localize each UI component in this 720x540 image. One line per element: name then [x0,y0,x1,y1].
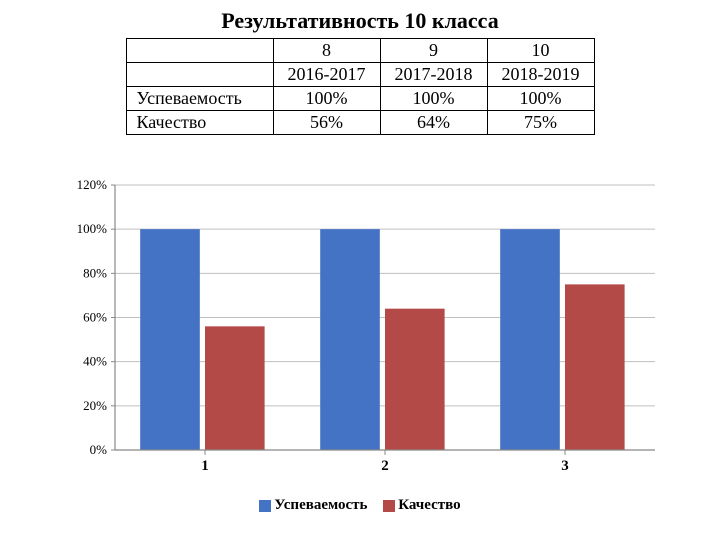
table-cell-blank [126,63,273,87]
svg-text:3: 3 [561,458,569,474]
table-col-year: 2016-2017 [273,63,380,87]
legend-swatch [259,500,271,512]
data-table: 8 9 10 2016-2017 2017-2018 2018-2019 Усп… [126,38,595,135]
table-row-label: Успеваемость [126,87,273,111]
svg-text:60%: 60% [83,310,107,325]
legend-label: Качество [398,497,460,513]
page-title: Результативность 10 класса [0,0,720,38]
svg-text:120%: 120% [77,180,108,192]
table-cell: 100% [487,87,594,111]
table-col-number: 10 [487,39,594,63]
svg-text:0%: 0% [90,442,108,457]
table-col-year: 2017-2018 [380,63,487,87]
table-cell: 56% [273,111,380,135]
legend-swatch [383,500,395,512]
svg-text:1: 1 [201,458,209,474]
svg-text:40%: 40% [83,354,107,369]
table-cell-blank [126,39,273,63]
table-row: 8 9 10 [126,39,594,63]
table-cell: 75% [487,111,594,135]
bar-chart: 0% 20% 40% 60% 80% 100% 120% 1 2 3 Успеваемость К… [60,180,660,520]
table-col-year: 2018-2019 [487,63,594,87]
table-col-number: 9 [380,39,487,63]
legend-item: Успеваемость [259,497,367,514]
page: Результативность 10 класса 8 9 10 2016-2… [0,0,720,540]
table-row: Успеваемость 100% 100% 100% [126,87,594,111]
table-col-number: 8 [273,39,380,63]
table-cell: 100% [273,87,380,111]
chart-legend: Успеваемость Качество [60,497,660,514]
svg-text:2: 2 [381,458,389,474]
table-row-label: Качество [126,111,273,135]
svg-text:100%: 100% [77,221,108,236]
table-row: 2016-2017 2017-2018 2018-2019 [126,63,594,87]
svg-text:80%: 80% [83,265,107,280]
legend-item: Качество [383,497,460,514]
table-cell: 100% [380,87,487,111]
svg-text:20%: 20% [83,398,107,413]
table-row: Качество 56% 64% 75% [126,111,594,135]
legend-label: Успеваемость [274,497,367,513]
table-cell: 64% [380,111,487,135]
bar-chart-svg: 0% 20% 40% 60% 80% 100% 120% 1 2 3 [60,180,660,480]
